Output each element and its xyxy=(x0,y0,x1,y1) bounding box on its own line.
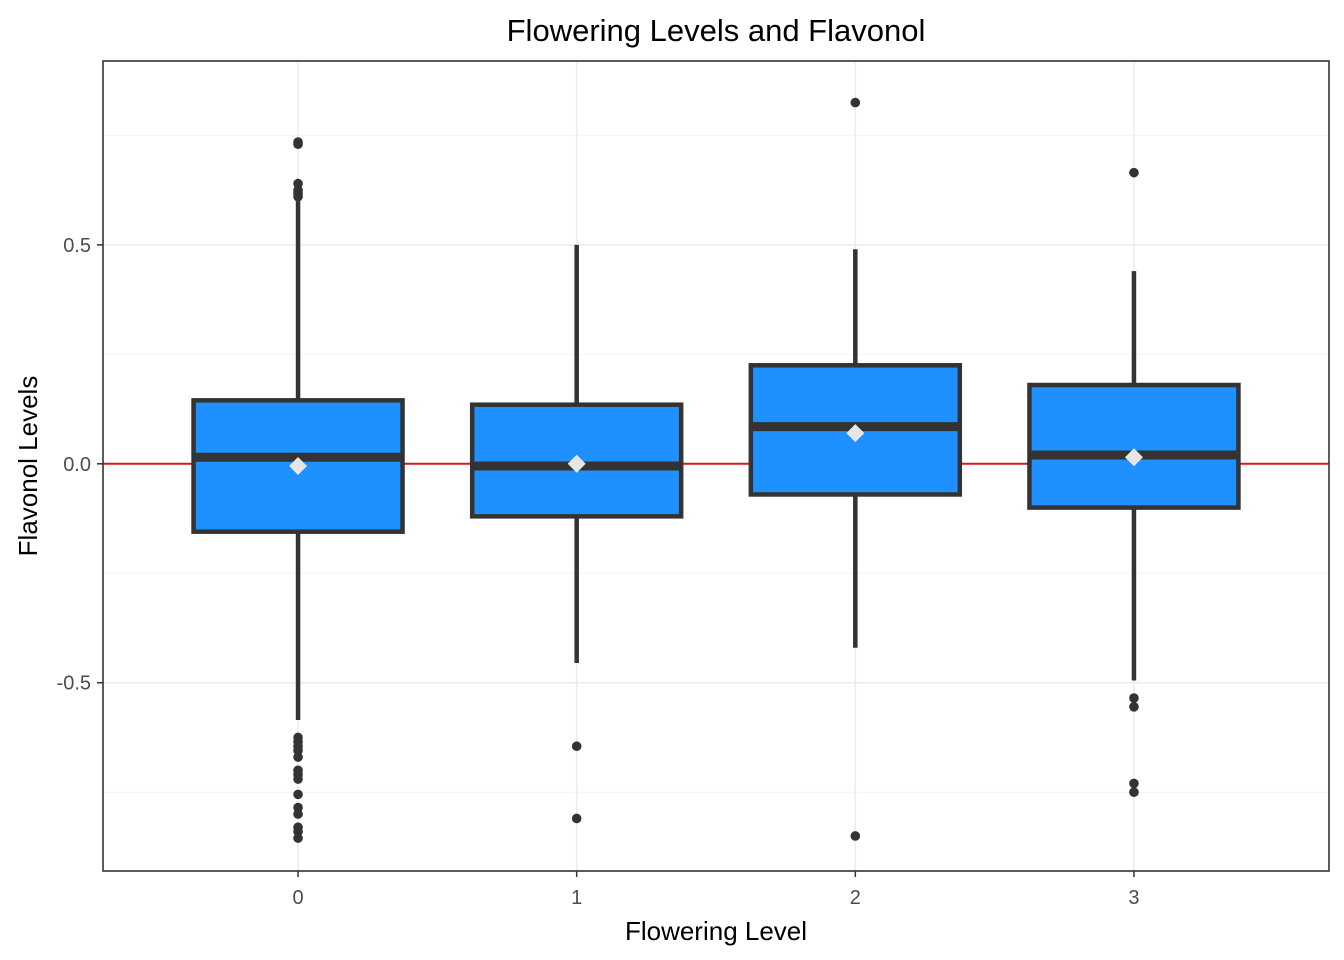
outlier-point xyxy=(293,139,303,149)
outlier-point xyxy=(293,178,303,189)
outlier-point xyxy=(1129,778,1139,789)
outlier-point xyxy=(293,745,303,756)
axes-layer: -0.5 0.0 0.5 0 1 2 3 xyxy=(57,235,1140,909)
outlier-point xyxy=(1129,167,1139,178)
outlier-point xyxy=(1129,693,1139,703)
outlier-point xyxy=(571,741,582,752)
box-group-0 xyxy=(191,137,405,843)
outlier-point xyxy=(293,809,303,819)
y-tick-label: 0.5 xyxy=(63,235,91,257)
outlier-point xyxy=(850,97,861,108)
outlier-point xyxy=(293,833,303,843)
boxes-layer xyxy=(191,97,1241,843)
outlier-point xyxy=(850,831,861,841)
mean-marker xyxy=(289,457,308,475)
outlier-point xyxy=(293,789,303,800)
outlier-point xyxy=(571,813,582,824)
mean-marker xyxy=(846,424,865,443)
x-tick-label: 3 xyxy=(1128,887,1139,909)
outlier-point xyxy=(293,752,303,762)
mean-marker xyxy=(1124,448,1143,467)
x-tick-label: 0 xyxy=(292,887,303,909)
x-axis-title: Flowering Level xyxy=(625,916,807,946)
x-tick-label: 1 xyxy=(571,887,582,909)
box-group-3 xyxy=(1027,167,1241,797)
chart-title: Flowering Levels and Flavonol xyxy=(507,13,926,48)
outlier-point xyxy=(293,826,303,837)
plot-panel-border xyxy=(102,60,1330,872)
box-rect xyxy=(1027,382,1241,510)
outlier-point xyxy=(1129,787,1139,797)
y-tick-label: 0.0 xyxy=(63,454,91,476)
mean-marker xyxy=(567,454,586,473)
x-tick-label: 2 xyxy=(850,887,861,909)
y-axis-title: Flavonol Levels xyxy=(13,376,43,557)
outlier-point xyxy=(293,191,303,202)
outlier-point xyxy=(1129,702,1139,712)
box-group-2 xyxy=(748,97,963,841)
box-group-1 xyxy=(469,244,684,824)
outlier-point xyxy=(293,802,303,813)
outlier-point xyxy=(293,774,303,784)
y-tick-label: -0.5 xyxy=(57,673,91,695)
